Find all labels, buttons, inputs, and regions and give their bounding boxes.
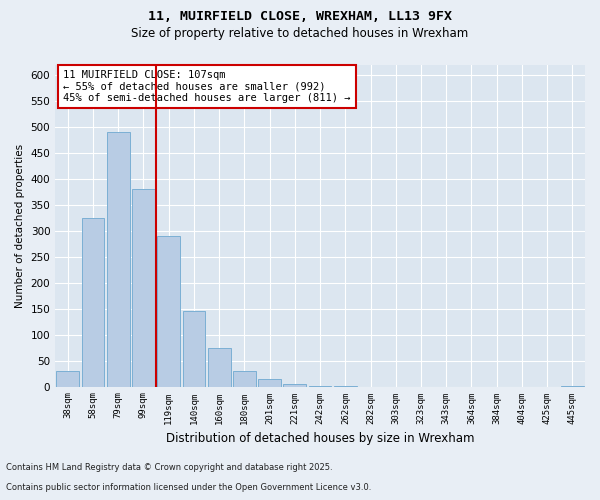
Bar — [182, 312, 205, 386]
Bar — [107, 132, 130, 386]
Text: 11, MUIRFIELD CLOSE, WREXHAM, LL13 9FX: 11, MUIRFIELD CLOSE, WREXHAM, LL13 9FX — [148, 10, 452, 23]
Bar — [82, 218, 104, 386]
Bar — [258, 379, 281, 386]
Text: Size of property relative to detached houses in Wrexham: Size of property relative to detached ho… — [131, 28, 469, 40]
Bar — [132, 190, 155, 386]
Text: 11 MUIRFIELD CLOSE: 107sqm
← 55% of detached houses are smaller (992)
45% of sem: 11 MUIRFIELD CLOSE: 107sqm ← 55% of deta… — [63, 70, 350, 103]
Y-axis label: Number of detached properties: Number of detached properties — [15, 144, 25, 308]
X-axis label: Distribution of detached houses by size in Wrexham: Distribution of detached houses by size … — [166, 432, 475, 445]
Bar — [233, 371, 256, 386]
Text: Contains HM Land Registry data © Crown copyright and database right 2025.: Contains HM Land Registry data © Crown c… — [6, 464, 332, 472]
Text: Contains public sector information licensed under the Open Government Licence v3: Contains public sector information licen… — [6, 484, 371, 492]
Bar — [208, 348, 230, 387]
Bar — [157, 236, 180, 386]
Bar — [56, 371, 79, 386]
Bar — [283, 384, 306, 386]
